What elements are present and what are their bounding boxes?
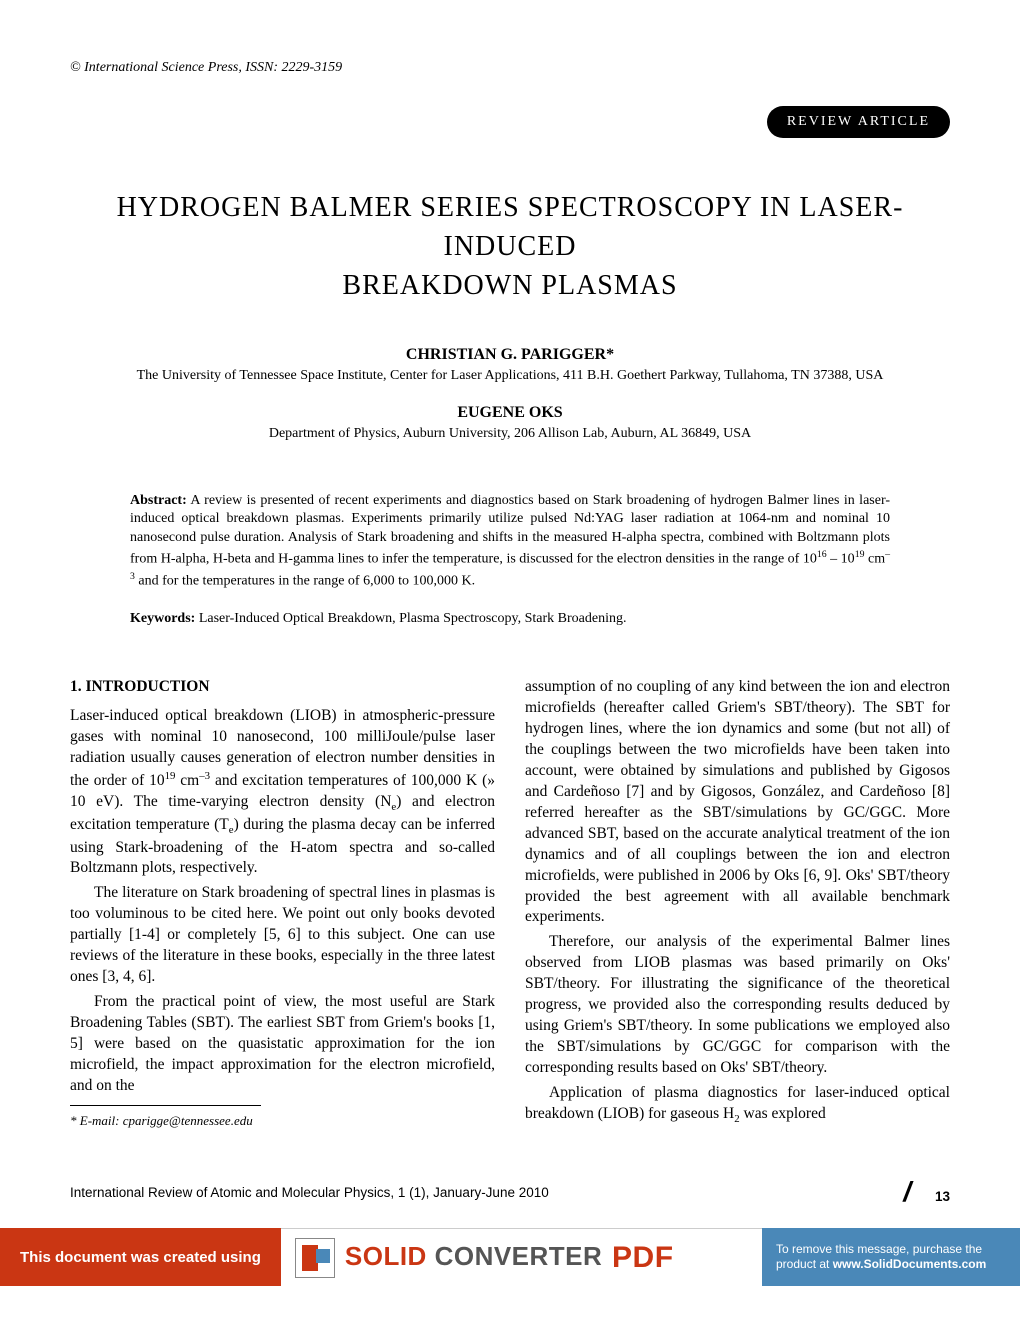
footer-page-number: 13	[935, 1189, 950, 1204]
author-1: CHRISTIAN G. PARIGGER*	[70, 346, 950, 364]
banner-right-line2: product at www.SolidDocuments.com	[776, 1257, 1006, 1272]
banner-middle[interactable]: SOLID CONVERTER PDF	[281, 1228, 762, 1286]
abstract-sup-1: 16	[817, 549, 827, 560]
footnote-rule	[70, 1105, 261, 1106]
sup: 19	[165, 770, 176, 782]
affiliation-1: The University of Tennessee Space Instit…	[70, 368, 950, 384]
abstract-text-c: cm	[864, 552, 885, 567]
title-line-2: BREAKDOWN PLASMAS	[342, 270, 677, 301]
footer-right: / 13	[903, 1176, 950, 1208]
banner-right[interactable]: To remove this message, purchase the pro…	[762, 1228, 1020, 1286]
column-left: 1. INTRODUCTION Laser-induced optical br…	[70, 667, 495, 1130]
section-heading-1: 1. INTRODUCTION	[70, 677, 495, 698]
paper-title: HYDROGEN BALMER SERIES SPECTROSCOPY IN L…	[110, 188, 910, 306]
footer-journal: International Review of Atomic and Molec…	[70, 1185, 549, 1200]
copyright-line: © International Science Press, ISSN: 222…	[70, 60, 950, 76]
brand-pdf: PDF	[612, 1241, 674, 1274]
page-footer: International Review of Atomic and Molec…	[70, 1170, 950, 1208]
col2-para-2: Therefore, our analysis of the experimen…	[525, 932, 950, 1078]
text: was explored	[740, 1105, 826, 1122]
badge-wrap: REVIEW ARTICLE	[70, 106, 950, 138]
solid-logo-icon	[295, 1238, 335, 1278]
banner-left: This document was created using	[0, 1228, 281, 1286]
keywords-text: Laser-Induced Optical Breakdown, Plasma …	[195, 611, 626, 626]
col1-para-3: From the practical point of view, the mo…	[70, 992, 495, 1097]
review-badge: REVIEW ARTICLE	[767, 106, 950, 138]
text: cm	[175, 772, 199, 789]
col1-para-2: The literature on Stark broadening of sp…	[70, 883, 495, 988]
watermark-banner: This document was created using SOLID CO…	[0, 1228, 1020, 1286]
abstract-text-a: A review is presented of recent experime…	[130, 493, 890, 567]
keywords: Keywords: Laser-Induced Optical Breakdow…	[130, 611, 890, 627]
affiliation-2: Department of Physics, Auburn University…	[70, 426, 950, 442]
keywords-label: Keywords:	[130, 611, 195, 626]
brand-solid: SOLID	[345, 1241, 435, 1271]
brand-converter: CONVERTER	[435, 1241, 610, 1271]
col2-para-3: Application of plasma diagnostics for la…	[525, 1083, 950, 1127]
col2-para-1: assumption of no coupling of any kind be…	[525, 677, 950, 928]
text: product at	[776, 1257, 833, 1271]
abstract: Abstract: A review is presented of recen…	[130, 492, 890, 592]
body-columns: 1. INTRODUCTION Laser-induced optical br…	[70, 667, 950, 1130]
brand-text: SOLID CONVERTER PDF	[345, 1243, 674, 1273]
banner-link[interactable]: www.SolidDocuments.com	[833, 1257, 987, 1271]
footer-slash-icon: /	[903, 1176, 911, 1207]
footnote: * E-mail: cparigge@tennessee.edu	[70, 1112, 495, 1130]
abstract-sup-2: 19	[855, 549, 865, 560]
sup: –3	[199, 770, 210, 782]
column-right: assumption of no coupling of any kind be…	[525, 667, 950, 1130]
col1-para-1: Laser-induced optical breakdown (LIOB) i…	[70, 706, 495, 879]
page-container: © International Science Press, ISSN: 222…	[0, 0, 1020, 1228]
abstract-text-d: and for the temperatures in the range of…	[135, 573, 475, 588]
title-line-1: HYDROGEN BALMER SERIES SPECTROSCOPY IN L…	[117, 192, 904, 262]
banner-right-line1: To remove this message, purchase the	[776, 1242, 1006, 1257]
abstract-text-b: – 10	[827, 552, 855, 567]
abstract-label: Abstract:	[130, 493, 187, 508]
author-2: EUGENE OKS	[70, 404, 950, 422]
